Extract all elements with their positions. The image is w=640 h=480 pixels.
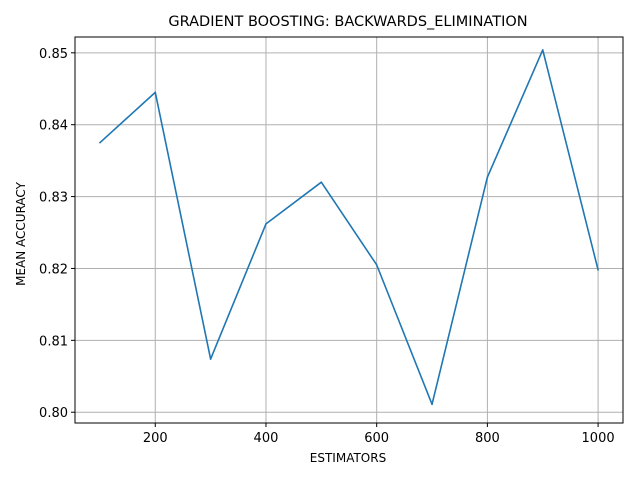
x-tick-label: 600 (364, 431, 389, 446)
y-tick-label: 0.81 (39, 334, 68, 349)
y-tick-label: 0.83 (39, 191, 68, 206)
data-point (265, 223, 267, 225)
data-point (375, 264, 378, 266)
data-point (154, 91, 157, 94)
x-tick-label: 200 (143, 431, 168, 446)
series-line (99, 49, 599, 406)
data-point (486, 176, 489, 178)
y-tick-label: 0.82 (39, 262, 68, 277)
x-tick-label: 400 (254, 431, 279, 446)
chart-title: GRADIENT BOOSTING: BACKWARDS_ELIMINATION (168, 14, 527, 30)
y-axis-ticks: 0.80 0.81 0.82 0.83 0.84 0.85 (39, 47, 75, 421)
x-tick-label: 800 (475, 431, 500, 446)
series-layer (99, 49, 599, 406)
data-point (209, 358, 212, 360)
y-tick-label: 0.80 (39, 406, 68, 421)
x-axis-title: ESTIMATORS (310, 451, 386, 465)
x-axis-ticks: 200 400 600 800 1000 (143, 423, 615, 446)
plot-frame (74, 36, 624, 424)
y-tick-label: 0.85 (39, 47, 68, 62)
data-point (99, 141, 101, 144)
data-point (431, 403, 433, 406)
y-axis-title: MEAN ACCURACY (14, 181, 28, 285)
y-tick-label: 0.84 (39, 119, 68, 134)
data-point (597, 269, 599, 271)
x-tick-label: 1000 (582, 431, 615, 446)
grid (75, 37, 623, 423)
data-point (320, 181, 323, 183)
data-point (541, 49, 544, 51)
